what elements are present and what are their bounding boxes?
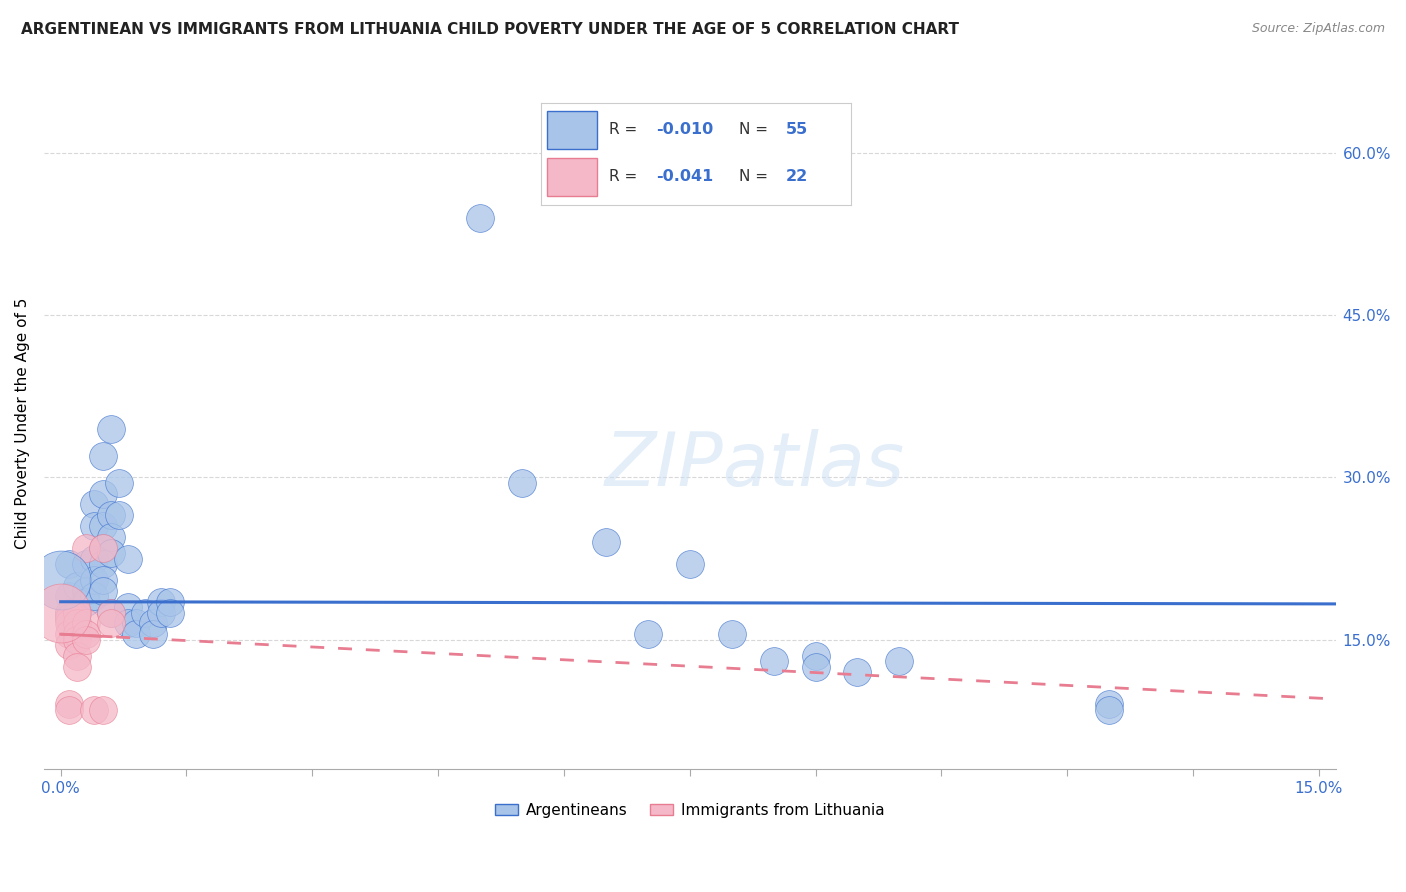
Point (142, 627, 165, 641)
Point (117, 616, 139, 631)
Point (49, 606, 72, 620)
Point (117, 551, 139, 566)
Point (846, 665, 869, 679)
Point (679, 557, 702, 571)
Point (100, 508, 122, 523)
Point (66, 578, 89, 592)
Point (804, 659, 827, 673)
Text: N =: N = (740, 169, 773, 184)
Point (91, 519, 114, 533)
Point (58, 703, 80, 717)
Point (125, 627, 148, 641)
Point (75, 583, 97, 598)
Text: R =: R = (609, 169, 643, 184)
Point (117, 600, 139, 615)
Point (75, 616, 97, 631)
Point (66, 627, 89, 641)
Point (100, 616, 122, 631)
Point (108, 475, 131, 490)
Point (91, 449, 114, 463)
Point (66, 616, 89, 631)
Text: 55: 55 (786, 121, 808, 136)
Point (159, 595, 181, 609)
Point (58, 698, 80, 712)
Point (134, 606, 156, 620)
Point (1098, 703, 1121, 717)
Point (142, 616, 165, 631)
Point (762, 654, 785, 668)
Point (58, 606, 80, 620)
Point (150, 595, 173, 609)
Point (58, 557, 80, 571)
Point (100, 606, 122, 620)
Point (91, 583, 114, 598)
Point (100, 422, 122, 436)
Point (58, 627, 80, 641)
FancyBboxPatch shape (547, 158, 598, 196)
Point (66, 659, 89, 673)
FancyBboxPatch shape (547, 111, 598, 149)
Point (91, 541, 114, 555)
Point (637, 627, 659, 641)
Point (66, 632, 89, 647)
Point (159, 606, 181, 620)
Point (468, 211, 491, 225)
Text: R =: R = (609, 121, 643, 136)
Point (150, 606, 173, 620)
Point (889, 654, 911, 668)
Point (100, 546, 122, 560)
Point (83, 590, 105, 604)
Point (100, 606, 122, 620)
Point (83, 703, 105, 717)
Point (58, 611, 80, 625)
Point (58, 638, 80, 652)
Point (510, 475, 533, 490)
Legend: Argentineans, Immigrants from Lithuania: Argentineans, Immigrants from Lithuania (489, 797, 890, 824)
Point (804, 648, 827, 663)
Text: ARGENTINEAN VS IMMIGRANTS FROM LITHUANIA CHILD POVERTY UNDER THE AGE OF 5 CORREL: ARGENTINEAN VS IMMIGRANTS FROM LITHUANIA… (21, 22, 959, 37)
Point (83, 573, 105, 587)
Point (91, 703, 114, 717)
Point (100, 530, 122, 544)
Point (125, 616, 148, 631)
Point (58, 606, 80, 620)
Point (83, 519, 105, 533)
Point (75, 595, 97, 609)
Point (66, 616, 89, 631)
Point (66, 606, 89, 620)
Point (1098, 698, 1121, 712)
Point (66, 648, 89, 663)
Point (49, 573, 72, 587)
Text: ZIPatlas: ZIPatlas (605, 429, 904, 501)
Point (58, 590, 80, 604)
Point (720, 627, 742, 641)
Point (595, 535, 617, 549)
Text: -0.041: -0.041 (655, 169, 713, 184)
Point (58, 616, 80, 631)
Point (91, 486, 114, 500)
Point (75, 627, 97, 641)
Text: N =: N = (740, 121, 773, 136)
Point (83, 498, 105, 512)
Point (108, 508, 131, 523)
Text: Source: ZipAtlas.com: Source: ZipAtlas.com (1251, 22, 1385, 36)
Y-axis label: Child Poverty Under the Age of 5: Child Poverty Under the Age of 5 (15, 298, 30, 549)
Point (91, 557, 114, 571)
Point (66, 606, 89, 620)
Point (83, 551, 105, 566)
Point (75, 557, 97, 571)
Text: 22: 22 (786, 169, 808, 184)
Text: -0.010: -0.010 (655, 121, 713, 136)
Point (91, 541, 114, 555)
Point (58, 611, 80, 625)
Point (91, 573, 114, 587)
Point (75, 632, 97, 647)
Point (75, 541, 97, 555)
